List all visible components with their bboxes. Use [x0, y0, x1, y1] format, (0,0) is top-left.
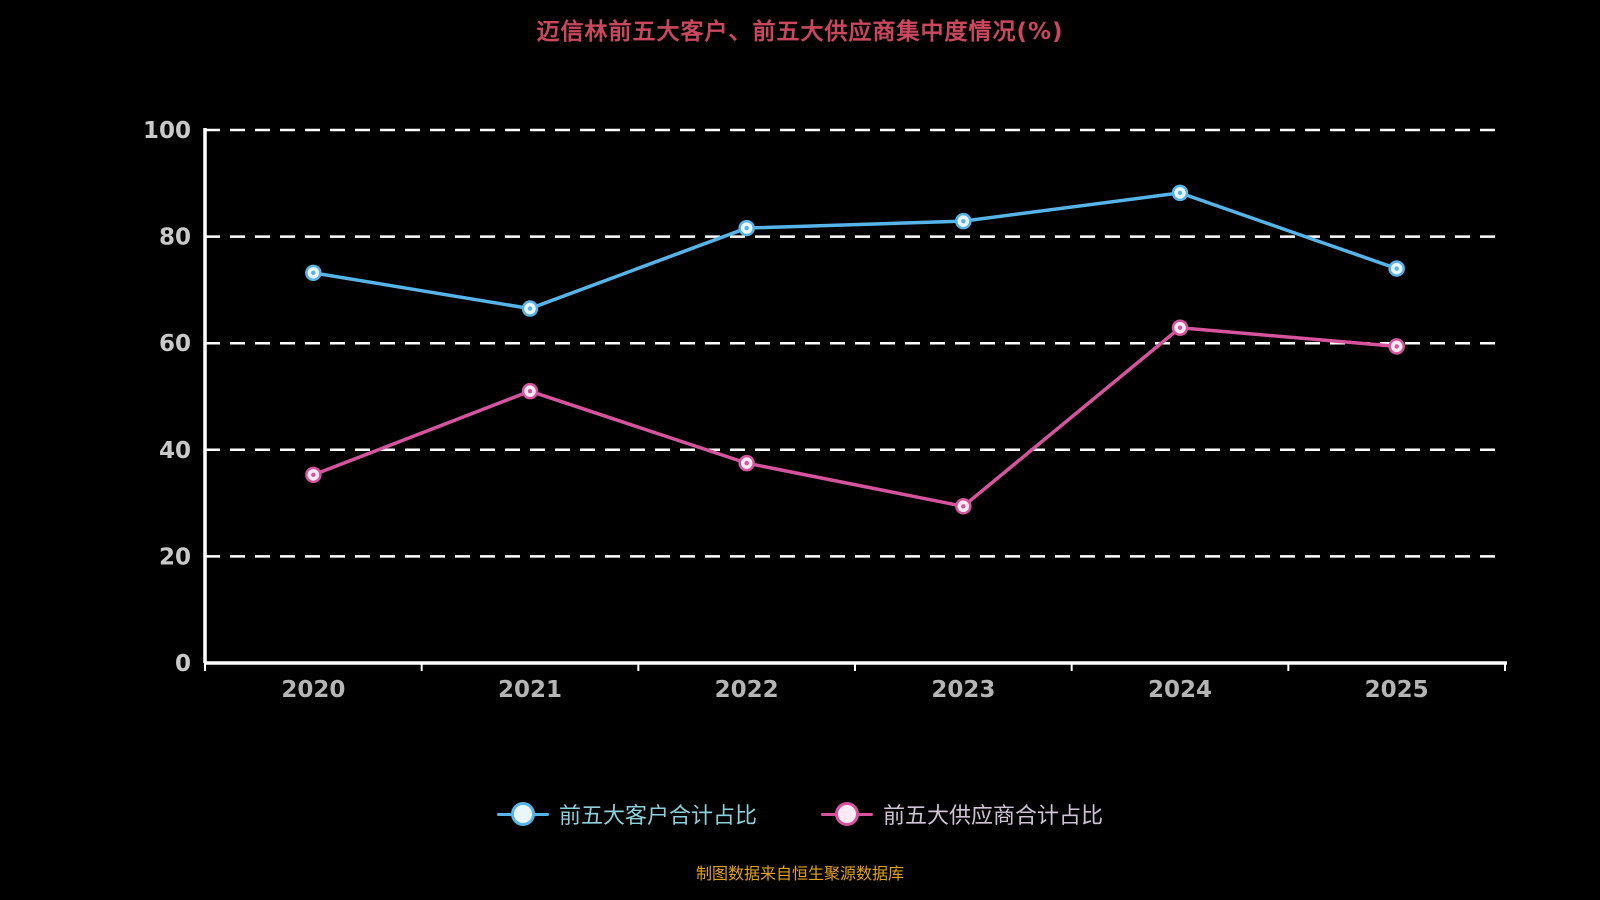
chart-title: 迈信林前五大客户、前五大供应商集中度情况(%): [536, 19, 1064, 45]
svg-text:2022: 2022: [715, 677, 779, 703]
customers-series-marker-icon: [496, 801, 549, 827]
svg-text:100: 100: [143, 118, 191, 144]
svg-text:2025: 2025: [1365, 677, 1429, 703]
svg-text:40: 40: [159, 438, 191, 464]
svg-text:2023: 2023: [931, 677, 995, 703]
data-source-note: 制图数据来自恒生聚源数据库: [695, 864, 904, 883]
svg-text:60: 60: [159, 331, 191, 357]
legend-label-suppliers: 前五大供应商合计占比: [883, 804, 1104, 829]
line-chart: 0 20 40 60 80 100 2020 2021 2022 2023 2024 2025: [143, 118, 1507, 703]
svg-text:2021: 2021: [498, 677, 562, 703]
svg-text:2024: 2024: [1148, 677, 1212, 703]
svg-text:20: 20: [159, 544, 191, 570]
svg-text:80: 80: [159, 225, 191, 251]
legend-item-suppliers[interactable]: 前五大供应商合计占比: [821, 798, 1103, 830]
svg-text:2020: 2020: [281, 677, 345, 703]
suppliers-series-marker-icon: [821, 801, 873, 827]
legend: 前五大客户合计占比 前五大供应商合计占比: [0, 798, 1600, 830]
legend-item-customers[interactable]: 前五大客户合计占比: [496, 798, 757, 830]
svg-text:0: 0: [175, 651, 191, 677]
legend-label-customers: 前五大客户合计占比: [558, 804, 757, 829]
